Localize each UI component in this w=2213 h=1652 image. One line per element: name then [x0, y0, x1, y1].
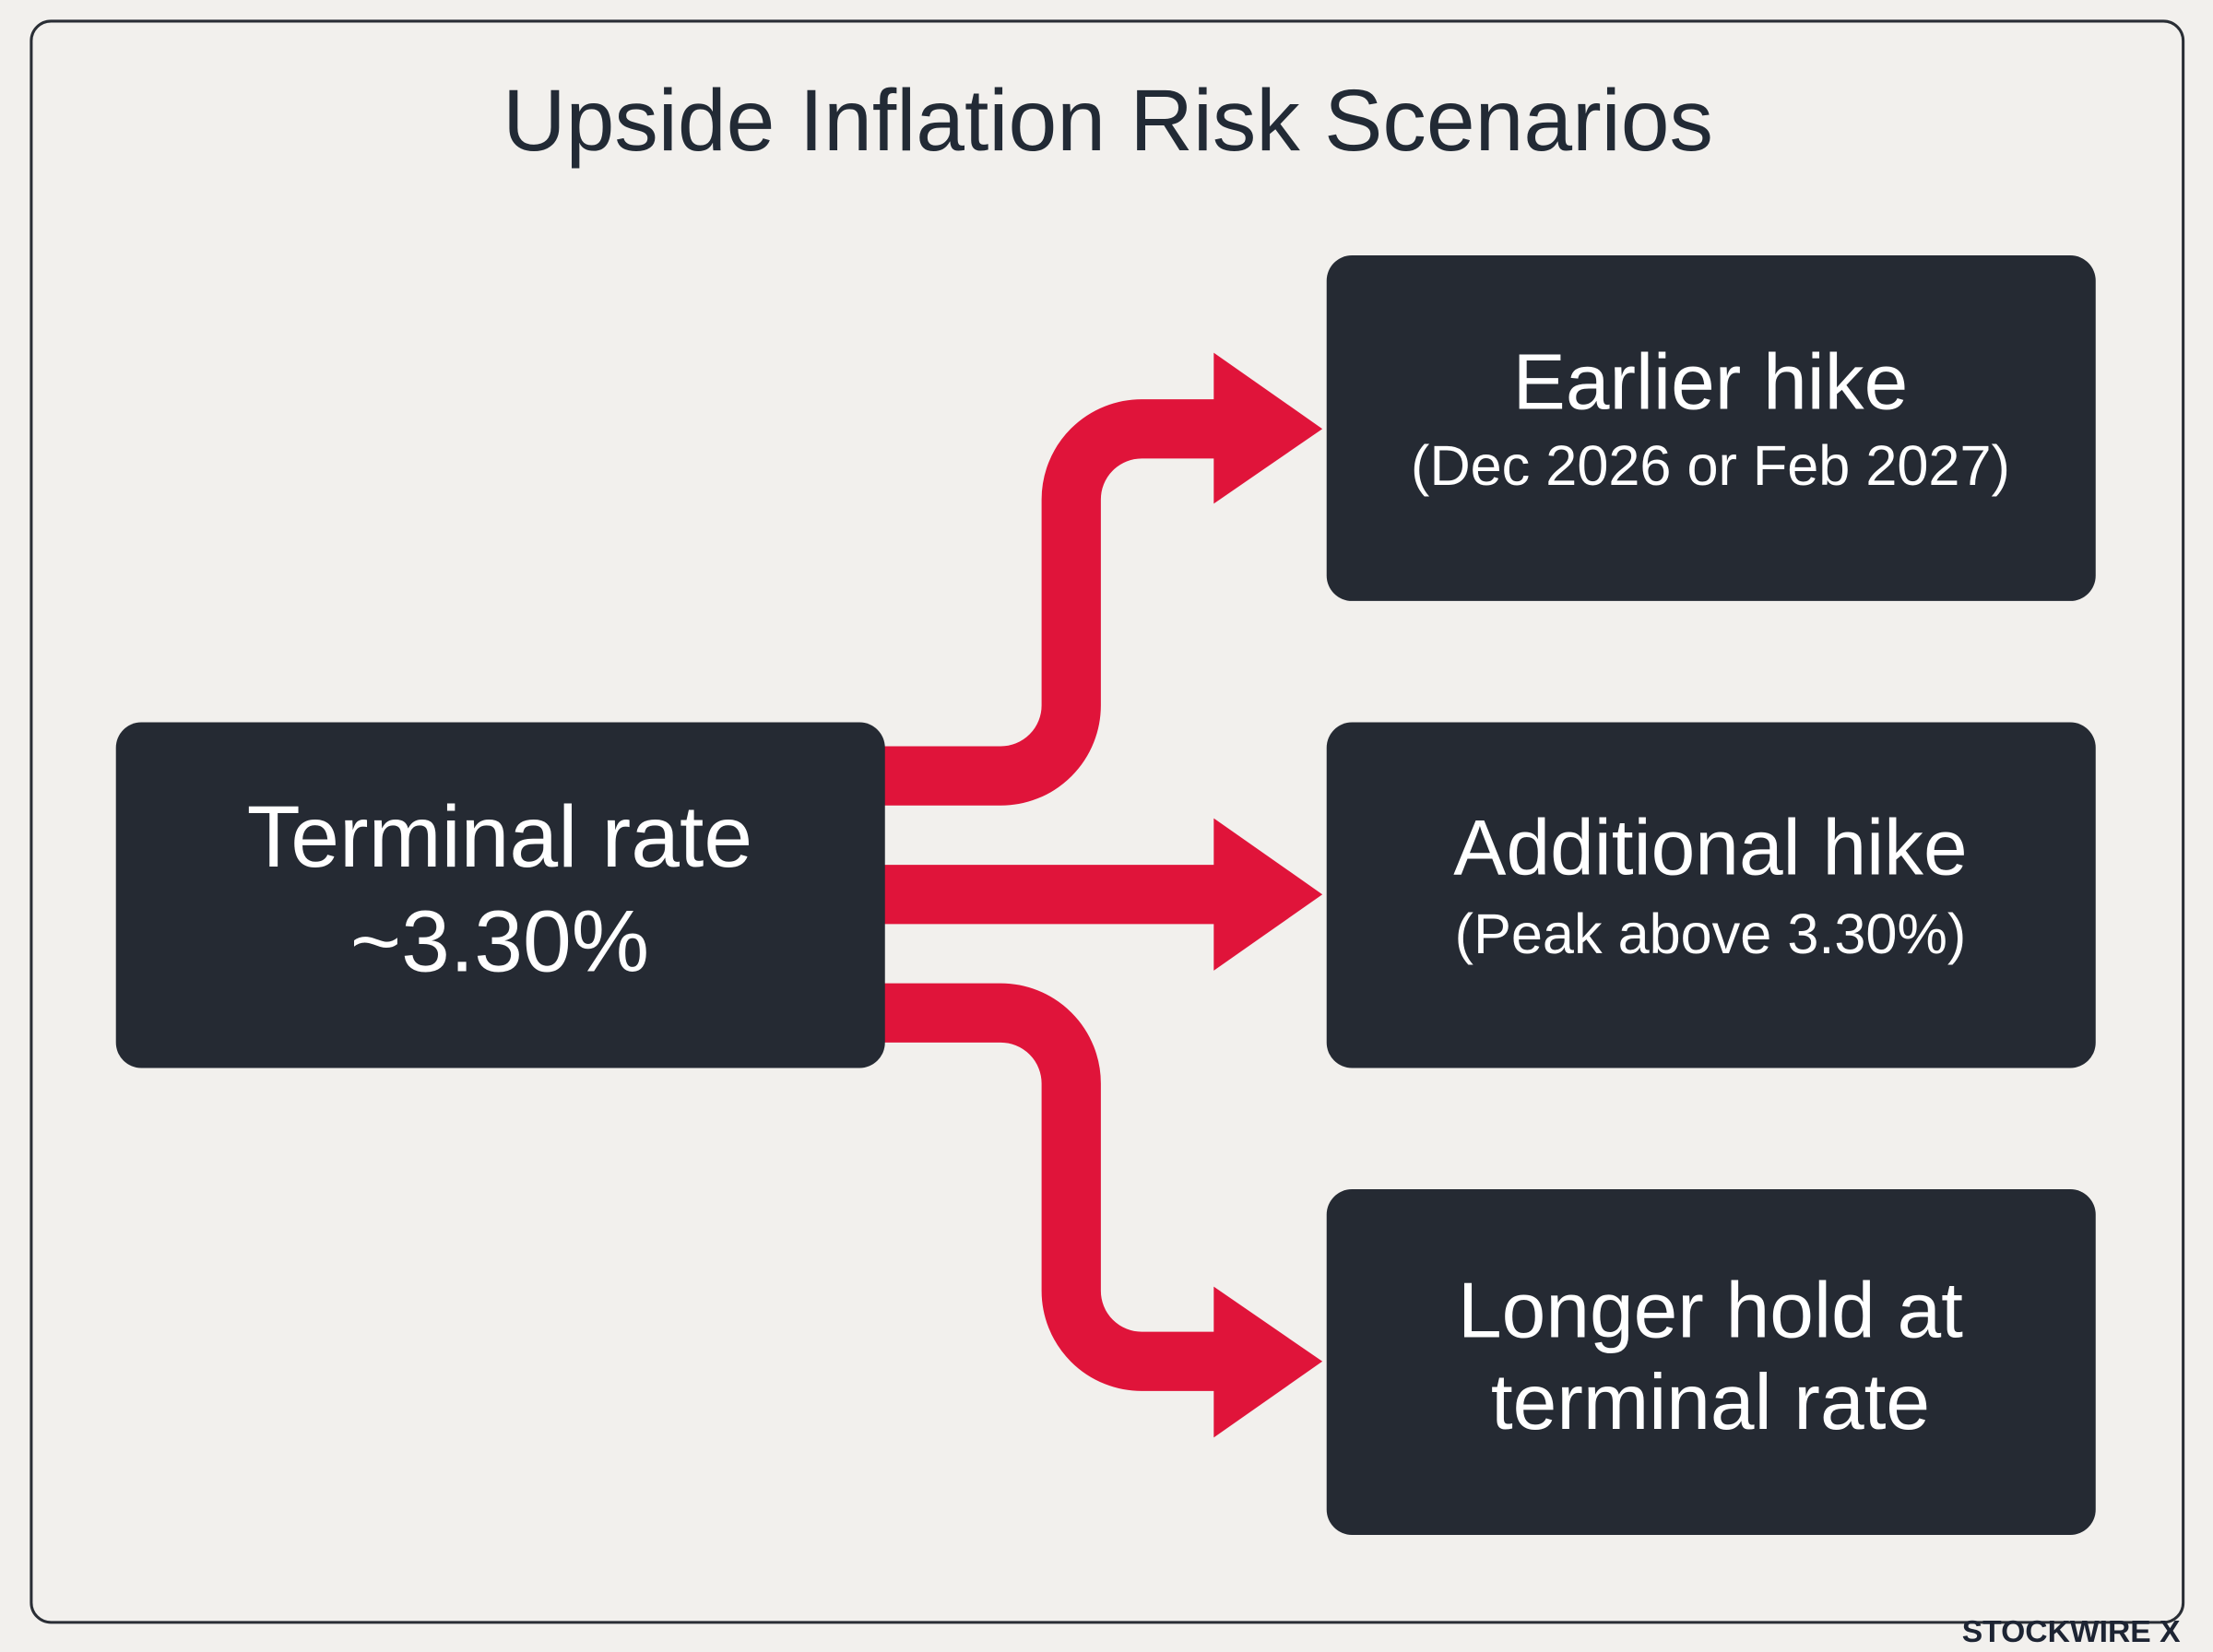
node-label: terminal rate	[1491, 1358, 1930, 1446]
node-label: Earlier hike	[1513, 337, 1909, 426]
node-sublabel: (Dec 2026 or Feb 2027)	[1411, 434, 2010, 497]
node-label: Longer hold at	[1458, 1266, 1963, 1354]
watermark: STOCKWIRE X	[1962, 1615, 2181, 1649]
arrow-head	[1213, 1286, 1323, 1438]
arrows	[875, 399, 1231, 1391]
arrow-earlier	[875, 399, 1231, 806]
source-box	[115, 722, 885, 1068]
arrow-head	[1213, 818, 1323, 971]
arrow-head	[1213, 352, 1323, 504]
node-label: Additional hike	[1453, 803, 1967, 891]
arrow-longer	[875, 983, 1231, 1391]
scenario-box	[1326, 722, 2096, 1068]
scenario-box	[1326, 254, 2096, 601]
node-label: ~3.30%	[350, 892, 649, 990]
node-sublabel: (Peak above 3.30%)	[1455, 903, 1967, 965]
scenario-box	[1326, 1189, 2096, 1535]
title: Upside Inflation Risk Scenarios	[503, 72, 1713, 170]
node-label: Terminal rate	[247, 788, 752, 886]
